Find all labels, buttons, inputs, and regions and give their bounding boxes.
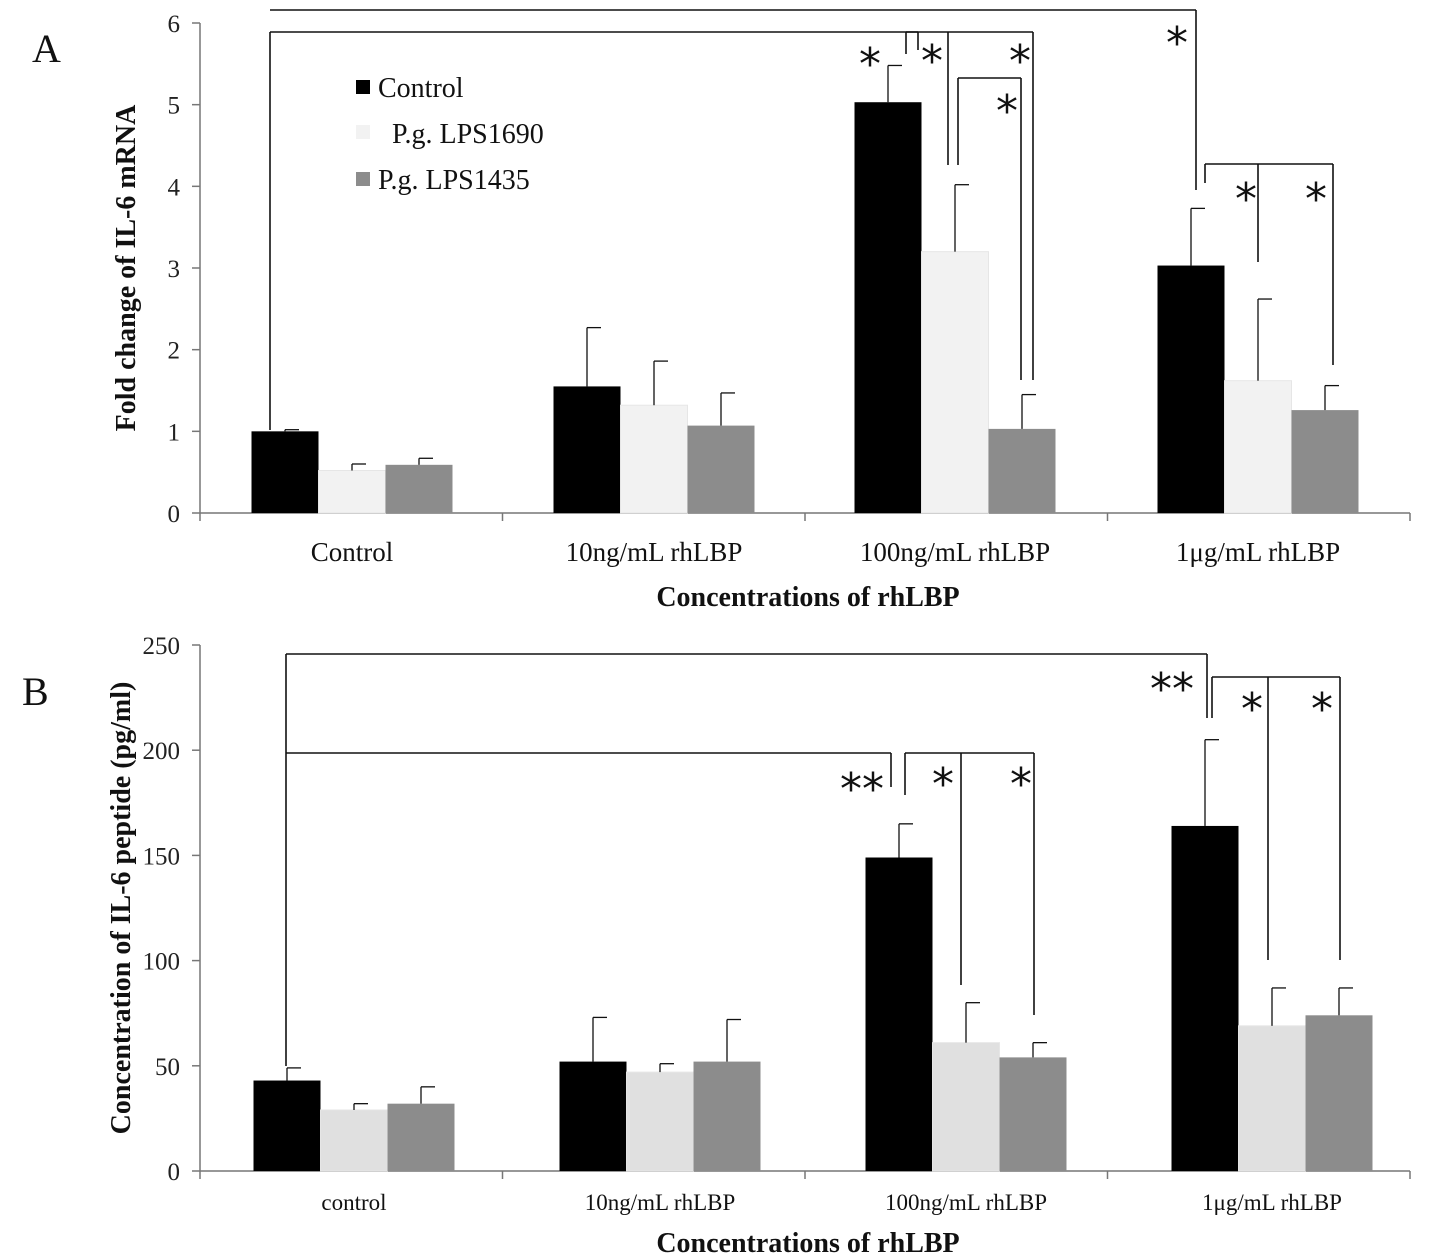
- significance-marker: *: [1311, 684, 1333, 735]
- significance-marker: *: [1241, 684, 1263, 735]
- bar: [251, 431, 319, 513]
- significance-marker: *: [1235, 174, 1257, 225]
- y-tick-label: 4: [168, 174, 181, 201]
- significance-marker: *: [859, 39, 881, 90]
- legend-label: P.g. LPS1690: [392, 119, 544, 150]
- bar: [620, 404, 688, 514]
- y-tick-label: 0: [168, 1159, 181, 1186]
- y-tick-label: 250: [143, 633, 181, 660]
- significance-marker: *: [921, 36, 943, 87]
- y-tick-label: 50: [155, 1054, 180, 1081]
- legend-label: P.g. LPS1435: [378, 165, 530, 196]
- y-tick-label: 3: [168, 256, 181, 283]
- panel-label: A: [32, 26, 61, 71]
- bar: [1305, 1015, 1373, 1171]
- y-tick-label: 150: [143, 843, 181, 870]
- legend-swatch: [356, 80, 370, 94]
- x-axis-label: Concentrations of rhLBP: [656, 1228, 959, 1259]
- y-tick-label: 200: [143, 738, 181, 765]
- significance-marker: *: [1305, 174, 1327, 225]
- significance-marker: *: [1010, 759, 1032, 810]
- bar: [1291, 410, 1359, 513]
- x-tick-label: 10ng/mL rhLBP: [566, 537, 743, 567]
- bar: [626, 1071, 694, 1172]
- y-tick-label: 1: [168, 419, 181, 446]
- bar: [1238, 1025, 1306, 1172]
- bar: [932, 1042, 1000, 1172]
- x-tick-label: Control: [311, 537, 394, 567]
- x-tick-label: 100ng/mL rhLBP: [860, 537, 1050, 567]
- bar: [693, 1061, 761, 1171]
- bar: [318, 470, 386, 514]
- x-tick-label: 10ng/mL rhLBP: [585, 1190, 736, 1215]
- bar: [253, 1080, 321, 1171]
- significance-marker: *: [932, 759, 954, 810]
- significance-marker: *: [1009, 36, 1031, 87]
- legend-label: Control: [378, 73, 464, 104]
- y-tick-label: 5: [168, 93, 181, 120]
- y-axis-label: Fold change of IL-6 mRNA: [111, 104, 142, 431]
- bar: [921, 251, 989, 514]
- significance-marker: *: [1166, 18, 1188, 69]
- legend-swatch: [356, 125, 370, 139]
- significance-marker: **: [1150, 664, 1194, 715]
- bar: [687, 425, 755, 513]
- x-tick-label: 1μg/mL rhLBP: [1176, 537, 1340, 567]
- bar: [1171, 825, 1239, 1171]
- bar: [999, 1057, 1067, 1171]
- chart-b: 0 50 100 150 200 250 control 10ng/mL rhLBP 100ng…: [22, 633, 1411, 1259]
- bar: [387, 1103, 455, 1171]
- y-tick-label: 0: [168, 501, 181, 528]
- bar: [385, 464, 453, 513]
- bar: [559, 1061, 627, 1171]
- bar: [553, 386, 621, 513]
- y-tick-label: 6: [168, 11, 181, 38]
- bar: [1224, 380, 1292, 514]
- x-tick-label: 1μg/mL rhLBP: [1202, 1190, 1342, 1215]
- legend-swatch: [356, 172, 370, 186]
- y-tick-label: 100: [143, 949, 181, 976]
- y-axis-label: Concentration of IL-6 peptide (pg/ml): [106, 682, 137, 1135]
- bar: [988, 428, 1056, 513]
- x-tick-label: 100ng/mL rhLBP: [885, 1190, 1047, 1215]
- x-axis-label: Concentrations of rhLBP: [656, 582, 959, 613]
- panel-label: B: [22, 669, 49, 714]
- significance-marker: **: [840, 764, 884, 815]
- chart-a: 0 1 2 3 4 5 6 Control 10ng/mL rhLBP 100ng/mL rhLB…: [32, 9, 1411, 613]
- bar: [854, 102, 922, 513]
- significance-marker: *: [996, 86, 1018, 137]
- x-tick-label: control: [321, 1190, 386, 1215]
- y-tick-label: 2: [168, 338, 181, 365]
- bar: [320, 1109, 388, 1172]
- bar: [865, 857, 933, 1171]
- bar: [1157, 265, 1225, 513]
